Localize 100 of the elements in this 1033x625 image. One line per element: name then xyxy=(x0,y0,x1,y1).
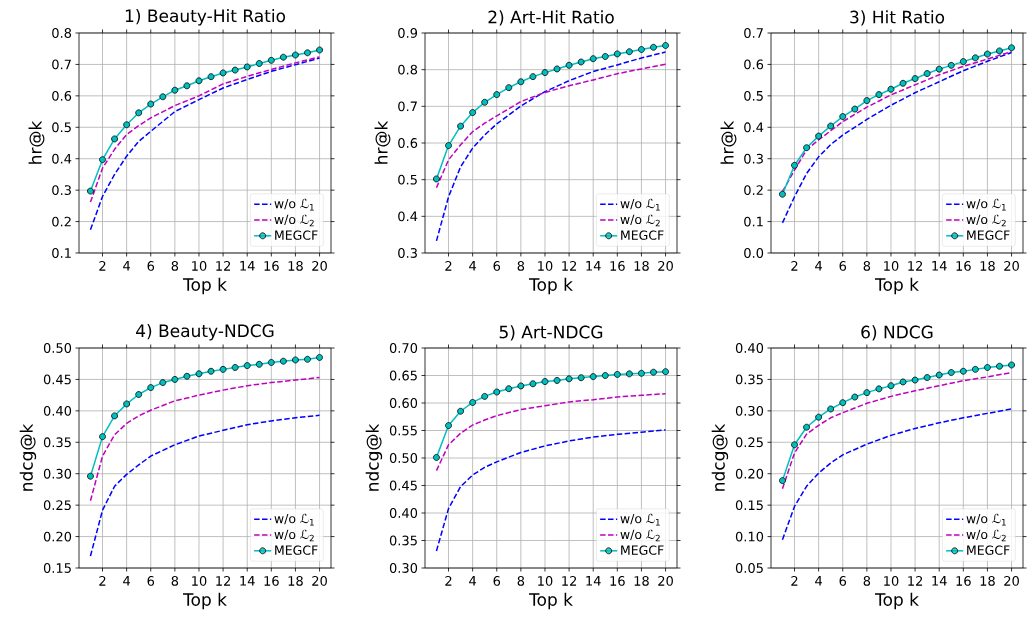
point xyxy=(171,86,179,94)
point xyxy=(316,46,323,54)
point xyxy=(255,60,263,67)
x-tick-label: 4 xyxy=(469,261,477,271)
point xyxy=(577,374,585,382)
x-tick-label: 4 xyxy=(815,576,823,586)
point xyxy=(135,391,143,398)
x-tick-label: 2 xyxy=(99,261,106,271)
point xyxy=(839,399,847,407)
y-tick-label: 0.2 xyxy=(744,185,763,196)
point xyxy=(292,356,299,364)
point xyxy=(791,161,798,169)
y-tick-label: 0.30 xyxy=(389,563,418,573)
y-tick-label: 0.20 xyxy=(43,531,72,542)
point xyxy=(243,63,251,71)
x-axis-title: Top k xyxy=(182,277,227,295)
point xyxy=(827,405,835,413)
point xyxy=(565,61,573,69)
y-tick-label: 0.4 xyxy=(398,211,418,222)
y-tick-label: 0.15 xyxy=(735,500,763,511)
point xyxy=(183,372,191,380)
x-tick-label: 16 xyxy=(610,576,625,586)
chart-title: 1) Beauty-Hit Ratio xyxy=(125,9,286,26)
legend-label: w/o ℒ$_{1}$ xyxy=(966,198,1006,211)
legend-label: w/o ℒ$_{2}$ xyxy=(620,529,660,542)
legend-label: w/o ℒ$_{2}$ xyxy=(274,214,314,227)
point xyxy=(899,79,907,87)
point xyxy=(650,368,657,376)
point xyxy=(959,58,967,65)
x-axis-title: Top k xyxy=(528,277,573,295)
y-tick-label: 0.3 xyxy=(52,185,71,196)
point xyxy=(911,75,919,82)
line-series xyxy=(435,63,667,189)
x-tick-label: 14 xyxy=(586,261,601,271)
x-tick-label: 20 xyxy=(658,576,673,586)
x-tick-label: 14 xyxy=(932,576,947,586)
point xyxy=(195,370,203,378)
point xyxy=(159,379,167,386)
point xyxy=(971,365,979,373)
y-tick-label: 0.35 xyxy=(43,437,71,448)
point xyxy=(875,385,883,393)
point xyxy=(815,413,823,421)
point xyxy=(147,384,155,391)
point xyxy=(231,66,239,74)
point xyxy=(183,82,191,90)
point xyxy=(815,132,823,140)
x-tick-label: 10 xyxy=(192,576,207,586)
point xyxy=(791,441,798,449)
y-tick-label: 0.05 xyxy=(735,563,763,573)
y-tick-label: 0.45 xyxy=(43,374,71,385)
point xyxy=(517,382,525,390)
legend-label: w/o ℒ$_{2}$ xyxy=(274,529,314,542)
x-tick-label: 4 xyxy=(123,261,131,271)
point xyxy=(505,385,513,393)
y-axis-title: hr@k xyxy=(28,120,45,164)
point xyxy=(87,187,94,195)
point xyxy=(255,360,263,368)
point xyxy=(923,70,931,77)
x-tick-label: 2 xyxy=(99,576,106,586)
point xyxy=(99,433,106,441)
point xyxy=(638,46,645,53)
point xyxy=(984,50,991,58)
chart-title: 4) Beauty-NDCG xyxy=(136,324,274,341)
point xyxy=(996,47,1003,55)
y-tick-label: 0.1 xyxy=(52,248,71,258)
point xyxy=(779,190,786,198)
x-tick-label: 8 xyxy=(517,261,525,271)
x-tick-label: 20 xyxy=(312,261,327,271)
x-tick-label: 12 xyxy=(562,576,577,586)
x-axis-title: Top k xyxy=(182,592,227,610)
x-tick-label: 4 xyxy=(123,576,131,586)
x-tick-label: 20 xyxy=(312,576,327,586)
y-tick-label: 0.6 xyxy=(52,90,72,101)
y-tick-label: 0.3 xyxy=(398,248,417,258)
y-tick-label: 0.30 xyxy=(43,468,72,479)
x-tick-label: 14 xyxy=(240,576,255,586)
x-tick-label: 14 xyxy=(932,261,947,271)
point xyxy=(911,376,919,384)
y-axis-title: ndcg@k xyxy=(19,423,37,491)
x-tick-label: 6 xyxy=(493,261,501,271)
point xyxy=(899,378,907,386)
x-tick-label: 18 xyxy=(288,576,303,586)
point xyxy=(565,375,573,383)
x-tick-label: 16 xyxy=(264,576,279,586)
point xyxy=(601,53,609,60)
point xyxy=(779,477,786,485)
point xyxy=(469,109,477,116)
chart-title: 2) Art-Hit Ratio xyxy=(488,10,614,26)
x-tick-label: 12 xyxy=(908,576,923,586)
y-tick-label: 0.5 xyxy=(52,122,71,133)
point xyxy=(541,378,549,385)
point xyxy=(996,362,1003,370)
point xyxy=(827,122,835,130)
x-tick-label: 6 xyxy=(493,576,501,586)
x-tick-label: 20 xyxy=(1004,576,1019,586)
x-tick-label: 18 xyxy=(980,576,995,586)
point xyxy=(292,51,299,59)
point xyxy=(625,48,633,56)
x-tick-label: 18 xyxy=(634,576,649,586)
point xyxy=(147,100,155,108)
